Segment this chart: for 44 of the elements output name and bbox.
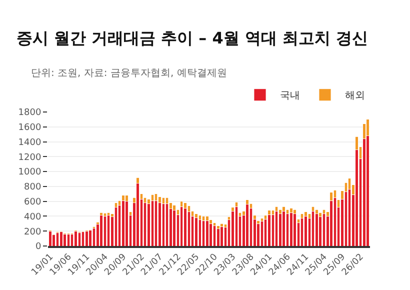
bar [103, 216, 107, 246]
bar [70, 234, 74, 246]
bar [264, 219, 268, 246]
y-tick-label: 1600 [18, 123, 42, 134]
y-tick-label: 1400 [18, 138, 42, 148]
bar [209, 223, 212, 246]
bar [260, 221, 264, 246]
bar [220, 226, 224, 246]
bar [194, 218, 198, 246]
legend-label: 해외 [345, 90, 365, 102]
bar [52, 234, 56, 246]
bar [60, 232, 63, 246]
bar [206, 220, 209, 246]
bar [78, 232, 81, 246]
y-tick-label: 400 [24, 212, 42, 222]
bar [212, 226, 216, 246]
bar [147, 203, 150, 246]
bar [92, 228, 96, 246]
bar [118, 204, 122, 246]
y-tick-label: 0 [35, 242, 42, 252]
bar [66, 234, 70, 246]
y-tick-label: 1800 [18, 108, 42, 118]
bar [216, 228, 220, 246]
bar [202, 220, 206, 246]
bar [234, 206, 238, 246]
bar [231, 210, 234, 246]
y-tick-label: 800 [24, 182, 42, 193]
y-tick-label: 1200 [18, 152, 42, 163]
chart-title: 증시 월간 거래대금 추이 – 4월 역대 최고치 경신 [16, 28, 368, 48]
bar [48, 230, 52, 246]
bar [88, 230, 92, 246]
bar [107, 215, 110, 246]
legend-label: 국내 [280, 90, 300, 102]
bar [81, 232, 85, 246]
bar [100, 215, 103, 246]
bar [63, 234, 66, 246]
bar [56, 232, 60, 246]
y-tick-label: 200 [24, 227, 42, 238]
y-tick-label: 1000 [18, 168, 42, 178]
bar [85, 230, 88, 246]
text: 단위: 조원, 자료: 금융투자협회, 예탁결제원 [31, 68, 227, 79]
bar [74, 230, 78, 246]
y-tick-label: 600 [24, 197, 42, 208]
bar [256, 223, 260, 246]
